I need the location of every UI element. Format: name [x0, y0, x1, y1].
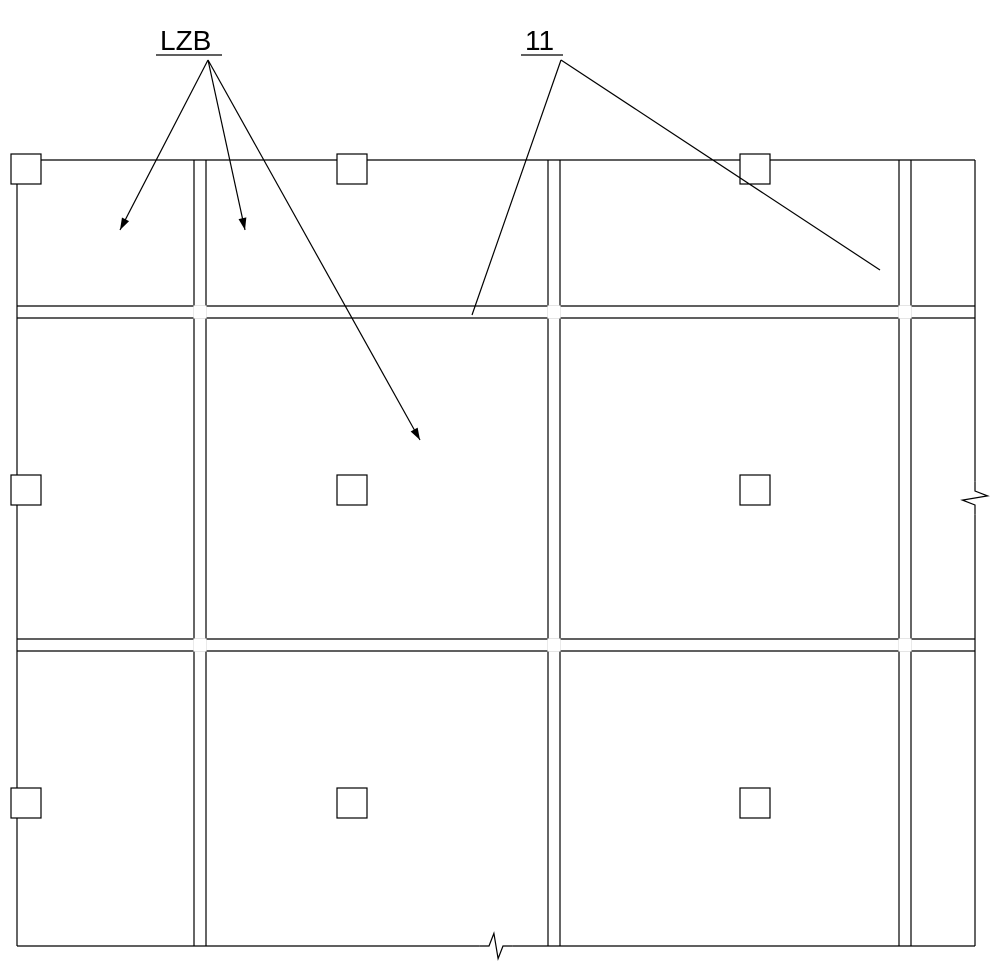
- break-mark: [479, 933, 513, 958]
- callout-labels: LZB 11: [120, 25, 880, 440]
- column: [337, 788, 367, 818]
- horizontal-beam: [17, 639, 975, 651]
- columns: [11, 154, 770, 818]
- break-mark: [962, 481, 987, 515]
- column: [740, 788, 770, 818]
- slab-outline: [17, 160, 975, 946]
- label-11: 11: [525, 25, 554, 56]
- column: [11, 475, 41, 505]
- label-lzb: LZB: [160, 25, 211, 56]
- column: [337, 475, 367, 505]
- column: [740, 154, 770, 184]
- vertical-beam: [194, 160, 206, 946]
- column: [337, 154, 367, 184]
- vertical-beam: [548, 160, 560, 946]
- beams: [17, 160, 975, 946]
- column: [11, 788, 41, 818]
- vertical-beam: [899, 160, 911, 946]
- horizontal-beam: [17, 306, 975, 318]
- column: [740, 475, 770, 505]
- column: [11, 154, 41, 184]
